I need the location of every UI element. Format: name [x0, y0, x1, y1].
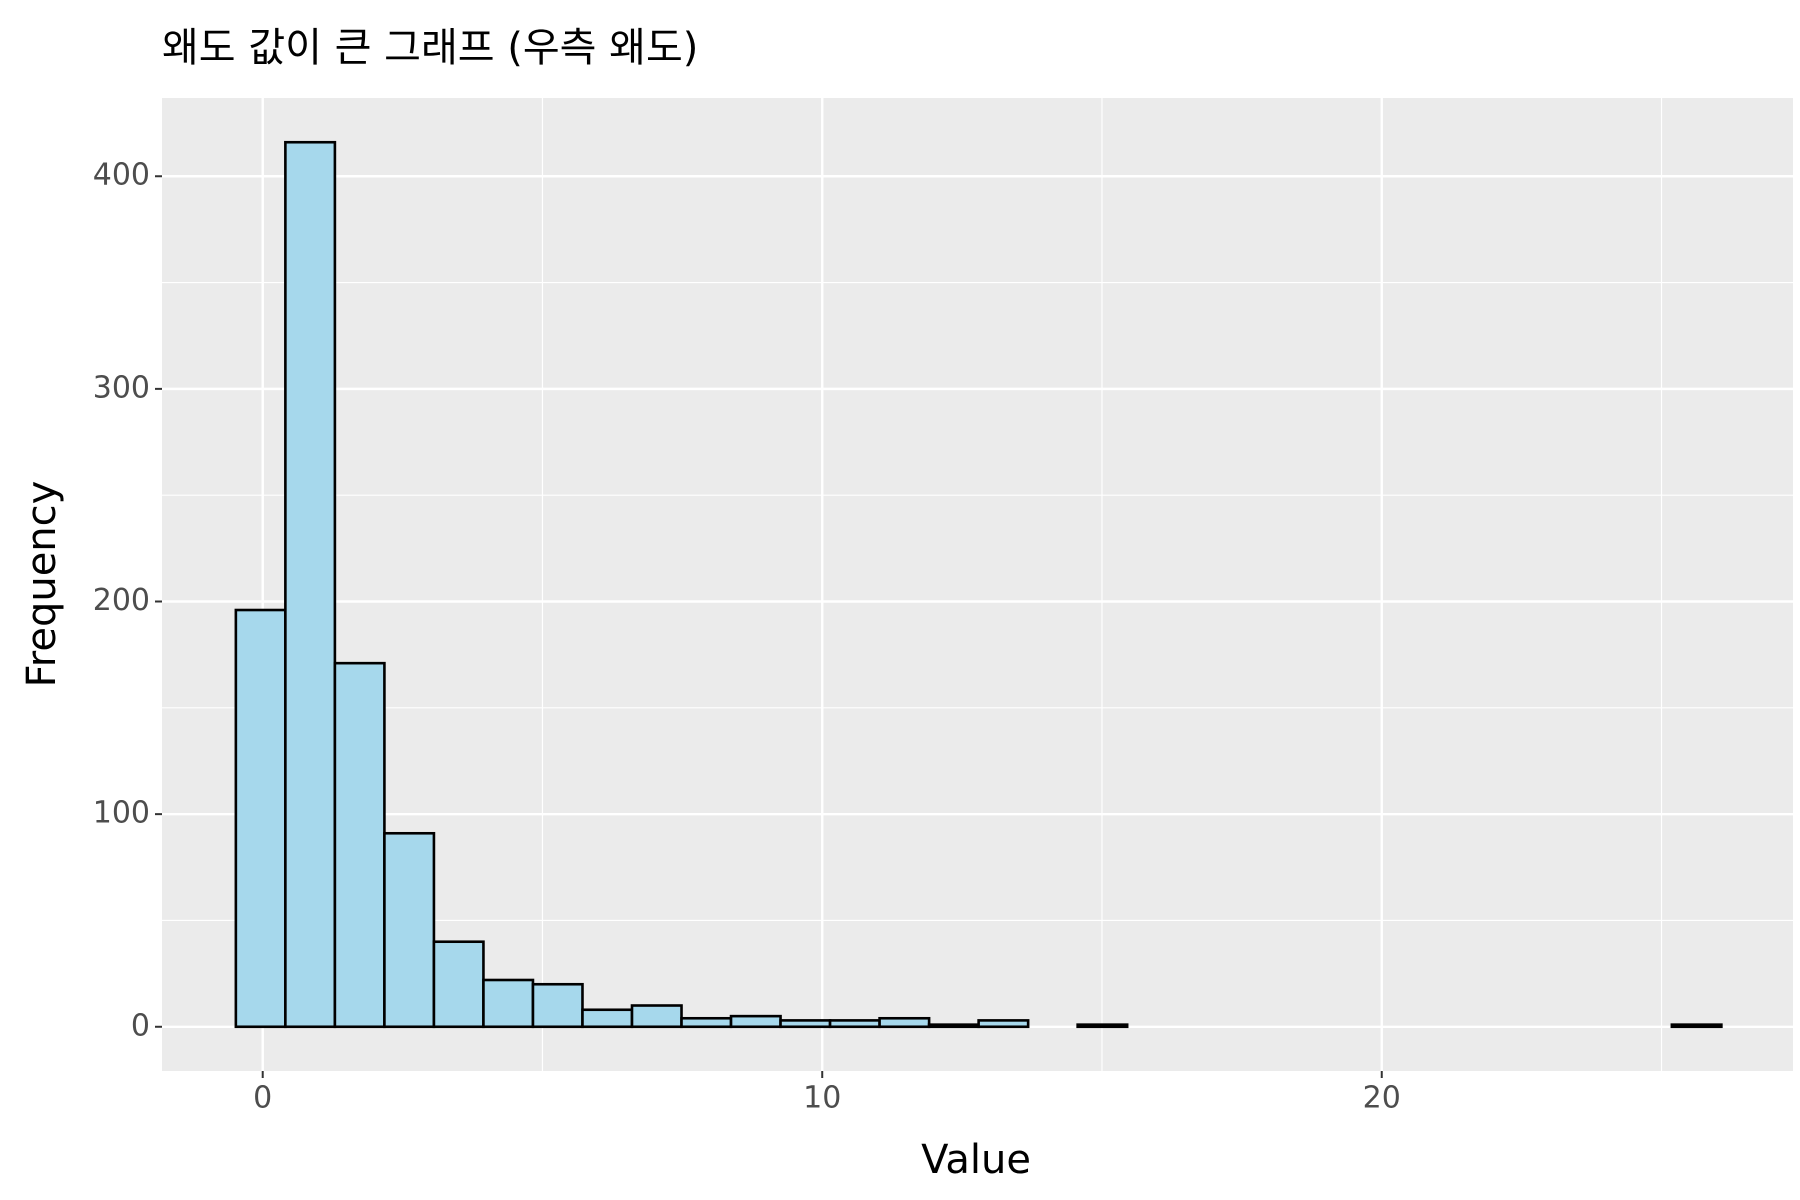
bar [531, 982, 584, 1029]
y-tick-label: 100 [93, 796, 150, 831]
bar [432, 940, 485, 1029]
bar [581, 1008, 634, 1029]
y-tick-label: 300 [93, 370, 150, 405]
bar [779, 1019, 832, 1029]
bar [482, 978, 535, 1029]
bar [284, 140, 337, 1029]
bar [977, 1019, 1030, 1029]
bar [333, 661, 386, 1029]
x-tick-label: 20 [1363, 1081, 1401, 1116]
y-tick-label: 0 [131, 1008, 150, 1043]
bar [680, 1016, 733, 1029]
bar [878, 1016, 931, 1029]
x-tick-label: 10 [803, 1081, 841, 1116]
bar [729, 1014, 782, 1029]
x-tick-label: 0 [253, 1081, 272, 1116]
chart-title: 왜도 값이 큰 그래프 (우측 왜도) [162, 25, 698, 71]
bar [1076, 1023, 1129, 1029]
y-tick-label: 200 [93, 583, 150, 618]
bar [630, 1004, 683, 1029]
bar [383, 831, 436, 1029]
y-axis-label: Frequency [19, 481, 65, 688]
bar [828, 1019, 881, 1029]
y-tick-label: 400 [93, 158, 150, 193]
x-axis-label: Value [921, 1137, 1031, 1183]
bar [234, 608, 287, 1029]
bar [927, 1023, 980, 1029]
bar [1670, 1023, 1723, 1029]
